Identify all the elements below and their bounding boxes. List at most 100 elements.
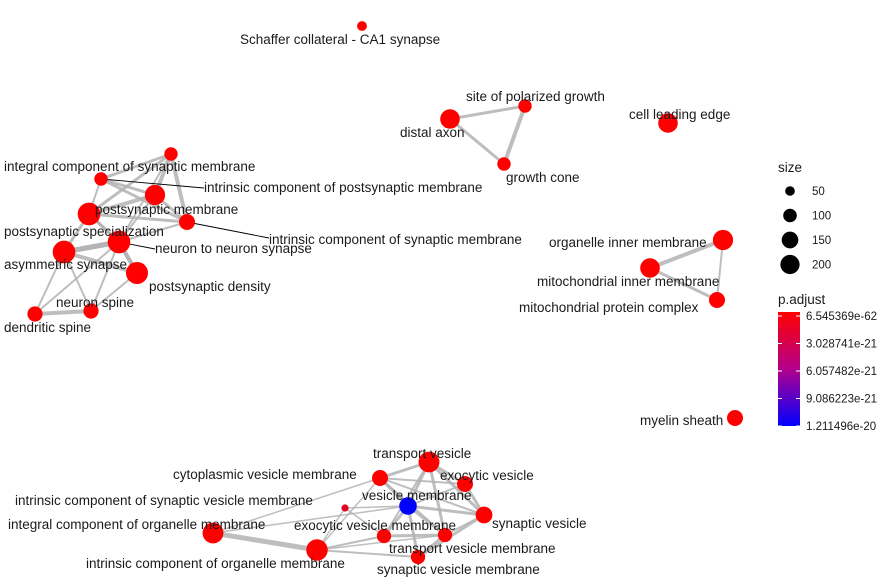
node-cell-leading[interactable] bbox=[658, 113, 678, 133]
size-legend-title: size bbox=[778, 160, 802, 175]
legend: size 50 100 150 200 p.adjust 6.545369e-62 3.… bbox=[778, 160, 877, 433]
node-label-dendritic-spine: dendritic spine bbox=[4, 320, 91, 335]
node-asym[interactable] bbox=[52, 240, 76, 264]
size-legend-dot-50 bbox=[785, 186, 795, 196]
node-syn-ves[interactable] bbox=[475, 506, 493, 524]
edge-icsvm-ves_mem bbox=[344, 505, 409, 509]
node-postsyn-spec[interactable] bbox=[107, 230, 131, 254]
size-legend-label-200: 200 bbox=[812, 260, 831, 272]
leader-line-intr_syn_mem bbox=[186, 221, 270, 239]
edge-neuron_spine-dendritic_spine bbox=[34, 309, 92, 316]
node-transport-ves[interactable] bbox=[418, 451, 440, 473]
node-schaffer[interactable] bbox=[357, 21, 367, 31]
edge-pm-intr_syn_mem bbox=[88, 212, 188, 224]
node-label-iom: intrinsic component of organelle membran… bbox=[86, 556, 345, 571]
edge-asym-dendritic_spine bbox=[34, 251, 65, 315]
node-label-tvm: transport vesicle membrane bbox=[389, 541, 556, 556]
node-myelin[interactable] bbox=[727, 410, 743, 426]
node-layer bbox=[27, 21, 743, 565]
node-mito-prot[interactable] bbox=[709, 292, 725, 308]
node-pm[interactable] bbox=[77, 202, 101, 226]
node-label-ves-mem: vesicle membrane bbox=[362, 488, 472, 503]
edge-site_pol-growth_cone bbox=[502, 105, 527, 165]
edge-ves_mem-syn_ves bbox=[407, 504, 485, 517]
node-label-transport-ves: transport vesicle bbox=[373, 446, 471, 461]
node-label-distal-axon: distal axon bbox=[400, 125, 465, 140]
node-label-growth-cone: growth cone bbox=[506, 170, 580, 185]
node-icsm[interactable] bbox=[164, 147, 178, 161]
edge-iom-svm bbox=[316, 549, 419, 558]
node-exo-ves-mem[interactable] bbox=[376, 528, 392, 544]
node-label-org-inner: organelle inner membrane bbox=[549, 235, 707, 250]
edge-exo_ves_mem-tvm bbox=[383, 533, 446, 538]
node-neuron-spine[interactable] bbox=[83, 303, 99, 319]
color-legend-label-2: 6.057482e-21 bbox=[806, 366, 877, 378]
color-legend-title: p.adjust bbox=[778, 292, 826, 307]
edge-iom-exo_ves_mem bbox=[316, 535, 385, 551]
edge-icsvm-exo_ves_mem bbox=[344, 507, 385, 537]
size-legend-label-100: 100 bbox=[812, 211, 831, 223]
node-label-myelin: myelin sheath bbox=[640, 413, 723, 428]
node-label-intr-syn-mem: intrinsic component of synaptic membrane bbox=[269, 232, 522, 247]
node-label-mito-prot: mitochondrial protein complex bbox=[519, 300, 699, 315]
edge-intr_syn_mem-n2n bbox=[118, 221, 188, 243]
node-label-pm: postsynaptic membrane bbox=[95, 202, 238, 217]
p-adjust-colorbar bbox=[778, 312, 800, 426]
edge-icom-iom bbox=[212, 530, 318, 553]
node-site-pol[interactable] bbox=[518, 99, 532, 113]
leader-line-icpm bbox=[100, 178, 205, 189]
edge-iom-cyto_ves bbox=[316, 477, 381, 551]
node-label-schaffer: Schaffer collateral - CA1 synapse bbox=[240, 32, 440, 47]
node-icpm[interactable] bbox=[94, 172, 108, 186]
edge-cyto_ves-exo_ves bbox=[379, 477, 466, 485]
node-label-exo-ves-mem: exocytic vesicle membrane bbox=[294, 518, 456, 533]
color-legend-label-1: 3.028741e-21 bbox=[806, 339, 877, 351]
edge-icom-ves_mem bbox=[212, 505, 409, 534]
node-iom[interactable] bbox=[306, 539, 328, 561]
node-ves-mem[interactable] bbox=[399, 497, 417, 515]
node-org-inner[interactable] bbox=[712, 229, 734, 251]
node-label-postsyn-spec: postsynaptic specialization bbox=[4, 224, 164, 239]
node-label-syn-ves: synaptic vesicle bbox=[492, 516, 587, 531]
node-psd[interactable] bbox=[125, 261, 149, 285]
node-label-cell-leading: cell leading edge bbox=[629, 107, 730, 122]
node-dendritic-spine[interactable] bbox=[27, 306, 43, 322]
color-legend-ticks: 6.545369e-62 3.028741e-21 6.057482e-21 9.08… bbox=[778, 311, 877, 433]
edge-icom-cyto_ves bbox=[212, 477, 381, 534]
node-svm[interactable] bbox=[410, 549, 426, 565]
edge-distal_axon-site_pol bbox=[449, 104, 526, 121]
size-legend-dot-200 bbox=[780, 254, 800, 275]
node-label-icom: integral component of organelle membrane bbox=[8, 517, 265, 532]
size-legend: 50 100 150 200 bbox=[780, 186, 831, 275]
node-label-icsvm: intrinsic component of synaptic vesicle … bbox=[15, 493, 313, 508]
edge-postsyn_spec-neuron_spine bbox=[90, 241, 120, 312]
edge-postsyn_spec-dendritic_spine bbox=[34, 241, 120, 315]
node-label-site-pol: site of polarized growth bbox=[466, 89, 605, 104]
node-distal-axon[interactable] bbox=[440, 109, 460, 129]
label-layer: Schaffer collateral - CA1 synapse site of… bbox=[4, 32, 730, 577]
color-legend-label-4: 1.211496e-20 bbox=[806, 421, 876, 433]
edge-org_inner-mito_inner bbox=[649, 238, 724, 270]
node-icom[interactable] bbox=[202, 522, 224, 544]
node-label-exo-ves: exocytic vesicle bbox=[440, 468, 534, 483]
edge-asym-psd bbox=[63, 250, 138, 275]
node-icsvm[interactable] bbox=[341, 504, 349, 512]
node-mito-inner[interactable] bbox=[640, 258, 660, 278]
node-cyto-ves[interactable] bbox=[372, 470, 388, 486]
node-intr-syn-mem[interactable] bbox=[179, 214, 195, 230]
node-tvm[interactable] bbox=[437, 527, 453, 543]
edge-icsm-intr_syn_mem bbox=[169, 153, 189, 223]
node-label-asym: asymmetric synapse bbox=[4, 257, 127, 272]
edge-icsm-postsyn_spec bbox=[118, 153, 172, 243]
node-label-icpm: intrinsic component of postsynaptic memb… bbox=[204, 180, 482, 195]
edge-icsm-pm bbox=[88, 152, 172, 216]
node-postsyn-mem[interactable] bbox=[144, 184, 166, 206]
color-legend-label-3: 9.086223e-21 bbox=[806, 394, 877, 406]
node-label-neuron-spine: neuron spine bbox=[56, 295, 134, 310]
edge-exo_ves-ves_mem bbox=[407, 483, 466, 507]
node-growth-cone[interactable] bbox=[497, 157, 511, 171]
node-exo-ves[interactable] bbox=[457, 476, 473, 492]
edge-iom-tvm bbox=[316, 534, 446, 551]
size-legend-dot-150 bbox=[781, 231, 799, 249]
